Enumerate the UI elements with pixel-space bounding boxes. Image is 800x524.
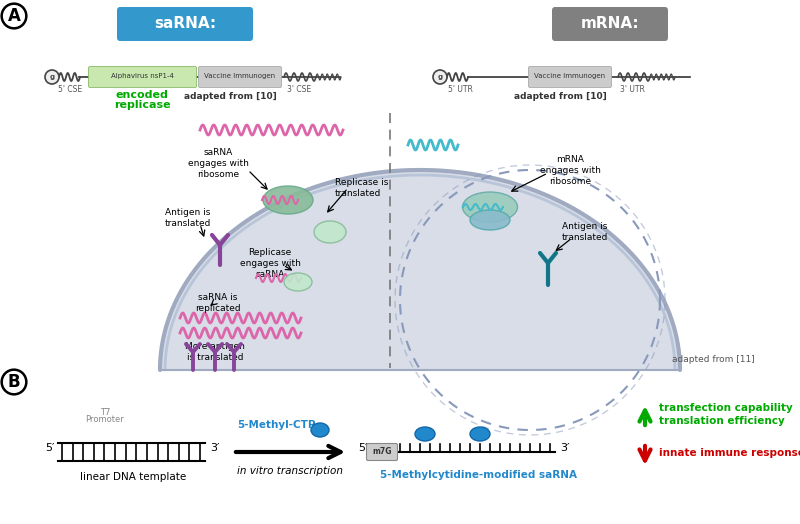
Text: Antigen is
translated: Antigen is translated [562, 222, 608, 242]
Text: More antigen
is translated: More antigen is translated [185, 342, 245, 362]
Ellipse shape [415, 427, 435, 441]
Text: saRNA is
replicated: saRNA is replicated [195, 293, 241, 313]
Text: T7: T7 [100, 408, 110, 417]
FancyBboxPatch shape [366, 443, 398, 461]
FancyBboxPatch shape [117, 7, 253, 41]
Ellipse shape [284, 273, 312, 291]
Text: mRNA
engages with
ribosome: mRNA engages with ribosome [539, 155, 601, 186]
Ellipse shape [314, 221, 346, 243]
Text: Vaccine Immunogen: Vaccine Immunogen [534, 73, 606, 79]
Text: saRNA:: saRNA: [154, 16, 216, 31]
Text: 3′: 3′ [560, 443, 570, 453]
Ellipse shape [470, 210, 510, 230]
Text: saRNA
engages with
ribosome: saRNA engages with ribosome [187, 148, 249, 179]
Text: 5′: 5′ [358, 443, 367, 453]
Ellipse shape [470, 427, 490, 441]
Text: g: g [438, 74, 442, 80]
Text: adapted from [10]: adapted from [10] [514, 92, 606, 101]
Ellipse shape [263, 186, 313, 214]
Text: A: A [7, 7, 21, 25]
FancyBboxPatch shape [198, 67, 282, 88]
Text: m7G: m7G [372, 447, 392, 456]
Text: 5′: 5′ [45, 443, 54, 453]
Text: adapted from [10]: adapted from [10] [184, 92, 276, 101]
FancyBboxPatch shape [552, 7, 668, 41]
Text: 5' CSE: 5' CSE [58, 85, 82, 94]
Circle shape [433, 70, 447, 84]
Text: Alphavirus nsP1-4: Alphavirus nsP1-4 [110, 73, 174, 79]
Text: linear DNA template: linear DNA template [80, 472, 186, 482]
Text: mRNA:: mRNA: [581, 16, 639, 31]
Circle shape [45, 70, 59, 84]
Text: g: g [50, 74, 54, 80]
Text: 5-Methyl-CTP: 5-Methyl-CTP [237, 420, 315, 430]
Text: encoded: encoded [115, 90, 169, 100]
Text: Antigen is
translated: Antigen is translated [165, 208, 211, 228]
Text: B: B [8, 373, 20, 391]
Polygon shape [160, 170, 680, 370]
FancyBboxPatch shape [529, 67, 611, 88]
Text: Replicase
engages with
saRNA: Replicase engages with saRNA [239, 248, 301, 279]
Ellipse shape [311, 423, 329, 437]
Text: 5' UTR: 5' UTR [448, 85, 473, 94]
Text: 3' UTR: 3' UTR [620, 85, 645, 94]
Text: innate immune responses: innate immune responses [659, 448, 800, 458]
Text: transfection capability: transfection capability [659, 403, 793, 413]
Ellipse shape [462, 192, 518, 222]
FancyBboxPatch shape [89, 67, 197, 88]
Text: Promoter: Promoter [86, 415, 124, 424]
Text: in vitro transcription: in vitro transcription [237, 466, 343, 476]
Text: 3′: 3′ [210, 443, 219, 453]
Text: translation efficiency: translation efficiency [659, 416, 785, 426]
Text: 3' CSE: 3' CSE [287, 85, 311, 94]
Text: Replicase is
translated: Replicase is translated [335, 178, 388, 198]
Text: Vaccine Immunogen: Vaccine Immunogen [205, 73, 275, 79]
Text: replicase: replicase [114, 100, 170, 110]
Text: 5-Methylcytidine-modified saRNA: 5-Methylcytidine-modified saRNA [379, 470, 577, 480]
Text: adapted from [11]: adapted from [11] [672, 355, 755, 364]
